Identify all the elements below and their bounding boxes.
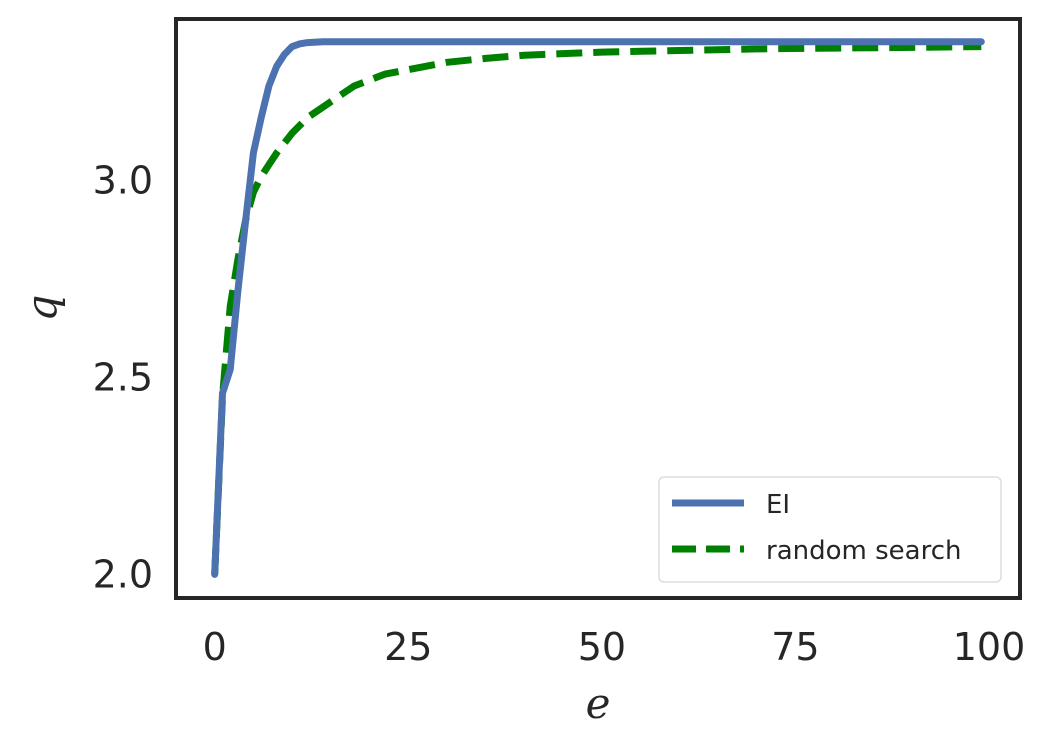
y-tick-label: 2.5 <box>93 355 153 399</box>
series-layer <box>211 38 985 578</box>
legend-label-ei: EI <box>766 490 790 520</box>
y-tick-label: 3.0 <box>93 159 153 203</box>
x-tick-label: 25 <box>384 625 432 669</box>
legend-box <box>658 476 1002 583</box>
y-axis-label: q <box>17 295 66 322</box>
x-tick-label: 75 <box>771 625 819 669</box>
series-line-ei <box>211 38 985 578</box>
legend: EI random search <box>658 476 1002 583</box>
legend-label-random-search: random search <box>766 536 961 566</box>
tick-layer: 0 25 50 75 100 2.0 2.5 3.0 <box>93 159 1026 670</box>
plot-frame <box>174 17 1022 600</box>
x-tick-label: 0 <box>203 625 227 669</box>
x-axis-label: e <box>586 679 611 728</box>
x-tick-label: 100 <box>953 625 1026 669</box>
x-tick-label: 50 <box>578 625 626 669</box>
y-tick-label: 2.0 <box>93 552 153 596</box>
